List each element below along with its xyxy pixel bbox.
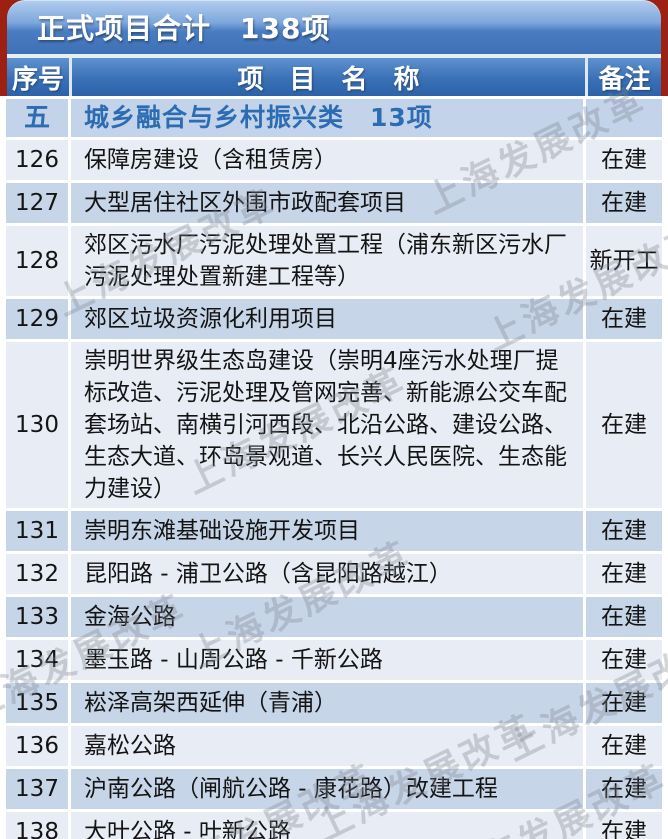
table-row: 136 嘉松公路 在建 [6, 726, 662, 766]
row-number: 135 [6, 683, 68, 723]
table-row: 126 保障房建设（含租赁房） 在建 [6, 140, 662, 180]
remark-status: 在建 [586, 299, 662, 339]
row-number: 133 [6, 597, 68, 637]
row-number: 126 [6, 140, 68, 180]
section-number: 五 [6, 99, 68, 137]
column-header-remark: 备注 [585, 58, 661, 96]
table-row: 135 崧泽高架西延伸（青浦） 在建 [6, 683, 662, 723]
row-number: 131 [6, 511, 68, 551]
remark-status: 在建 [586, 640, 662, 680]
table-row: 138 大叶公路 - 叶新公路 在建 [6, 812, 662, 839]
remark-status: 在建 [586, 597, 662, 637]
table-row: 132 昆阳路 - 浦卫公路（含昆阳路越江） 在建 [6, 554, 662, 594]
table-title: 正式项目合计 138项 [37, 12, 331, 45]
row-number: 134 [6, 640, 68, 680]
row-number: 136 [6, 726, 68, 766]
table-row: 127 大型居住社区外围市政配套项目 在建 [6, 183, 662, 223]
table-title-bar: 正式项目合计 138项 [7, 0, 661, 56]
remark-status: 新开工 [586, 226, 662, 296]
row-number: 138 [6, 812, 68, 839]
remark-status: 在建 [586, 554, 662, 594]
remark-status: 在建 [586, 342, 662, 508]
project-name: 墨玉路 - 山周公路 - 千新公路 [71, 640, 583, 680]
project-name: 郊区垃圾资源化利用项目 [71, 299, 583, 339]
project-name: 崇明东滩基础设施开发项目 [71, 511, 583, 551]
row-number: 128 [6, 226, 68, 296]
section-header-row: 五 城乡融合与乡村振兴类 13项 [6, 99, 662, 137]
project-name: 沪南公路（闸航公路 - 康花路）改建工程 [71, 769, 583, 809]
project-name: 金海公路 [71, 597, 583, 637]
row-number: 132 [6, 554, 68, 594]
project-name: 郊区污水厂污泥处理处置工程（浦东新区污水厂污泥处理处置新建工程等） [71, 226, 583, 296]
remark-status: 在建 [586, 726, 662, 766]
remark-status: 在建 [586, 769, 662, 809]
project-name: 嘉松公路 [71, 726, 583, 766]
column-header-no: 序号 [11, 64, 64, 95]
remark-status: 在建 [586, 812, 662, 839]
project-name: 大叶公路 - 叶新公路 [71, 812, 583, 839]
table-row: 128 郊区污水厂污泥处理处置工程（浦东新区污水厂污泥处理处置新建工程等） 新开工 [6, 226, 662, 296]
row-number: 129 [6, 299, 68, 339]
project-table-body: 五 城乡融合与乡村振兴类 13项 126 保障房建设（含租赁房） 在建 127 大型居住… [0, 96, 668, 839]
row-number: 137 [6, 769, 68, 809]
section-remark-cell [586, 99, 662, 137]
project-name: 保障房建设（含租赁房） [71, 140, 583, 180]
table-row: 134 墨玉路 - 山周公路 - 千新公路 在建 [6, 640, 662, 680]
column-header-project-name: 项 目 名 称 [69, 58, 585, 96]
project-name: 昆阳路 - 浦卫公路（含昆阳路越江） [71, 554, 583, 594]
project-name: 崇明世界级生态岛建设（崇明4座污水处理厂提标改造、污泥处理及管网完善、新能源公交… [71, 342, 583, 508]
remark-status: 在建 [586, 140, 662, 180]
table-row: 131 崇明东滩基础设施开发项目 在建 [6, 511, 662, 551]
remark-status: 在建 [586, 183, 662, 223]
project-name: 崧泽高架西延伸（青浦） [71, 683, 583, 723]
table-row: 130 崇明世界级生态岛建设（崇明4座污水处理厂提标改造、污泥处理及管网完善、新能… [6, 342, 662, 508]
section-title: 城乡融合与乡村振兴类 13项 [71, 99, 583, 137]
table-row: 133 金海公路 在建 [6, 597, 662, 637]
table-row: 129 郊区垃圾资源化利用项目 在建 [6, 299, 662, 339]
remark-status: 在建 [586, 511, 662, 551]
table-row: 137 沪南公路（闸航公路 - 康花路）改建工程 在建 [6, 769, 662, 809]
remark-status: 在建 [586, 683, 662, 723]
column-header-row: 序号 项 目 名 称 备注 [7, 56, 661, 96]
project-name: 大型居住社区外围市政配套项目 [71, 183, 583, 223]
row-number: 130 [6, 342, 68, 508]
row-number: 127 [6, 183, 68, 223]
